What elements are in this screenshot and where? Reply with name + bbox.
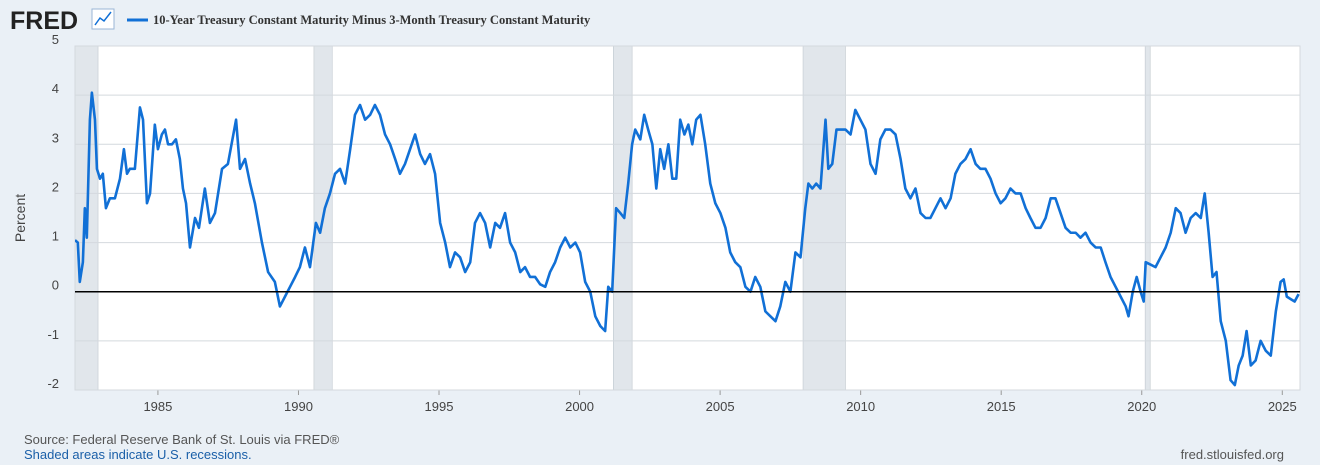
logo: FRED xyxy=(10,7,78,35)
recession-band xyxy=(802,46,846,390)
y-tick-label: 3 xyxy=(52,130,59,145)
x-tick-label: 2020 xyxy=(1127,399,1156,414)
x-tick-label: 2010 xyxy=(846,399,875,414)
line-layer xyxy=(75,91,1300,387)
y-tick-label: 2 xyxy=(52,179,59,194)
y-tick-label: 5 xyxy=(52,32,59,47)
y-tick-label: -1 xyxy=(47,327,59,342)
x-tick-label: 1995 xyxy=(425,399,454,414)
y-tick-label: 4 xyxy=(52,81,59,96)
x-tick-label: 2005 xyxy=(706,399,735,414)
recession-band xyxy=(1144,46,1151,390)
x-tick-label: 2000 xyxy=(565,399,594,414)
plot-border xyxy=(74,45,1301,391)
source: Source: Federal Reserve Bank of St. Loui… xyxy=(24,432,340,447)
y-tick-label: 1 xyxy=(52,229,59,244)
y-axis-label: Percent xyxy=(12,194,28,242)
x-tick-label: 1985 xyxy=(143,399,172,414)
recession-note[interactable]: Shaded areas indicate U.S. recessions. xyxy=(24,447,252,462)
series-line xyxy=(75,91,1300,387)
x-tick-label: 2025 xyxy=(1268,399,1297,414)
plot-area xyxy=(75,46,1300,390)
y-tick-label: 0 xyxy=(52,278,59,293)
y-tick-label: -2 xyxy=(47,376,59,391)
url[interactable]: fred.stlouisfed.org xyxy=(1181,447,1284,462)
x-tick-label: 1990 xyxy=(284,399,313,414)
x-tick-label: 2015 xyxy=(987,399,1016,414)
legend-label: 10-Year Treasury Constant Maturity Minus… xyxy=(153,13,591,27)
logo-icon xyxy=(91,8,115,30)
